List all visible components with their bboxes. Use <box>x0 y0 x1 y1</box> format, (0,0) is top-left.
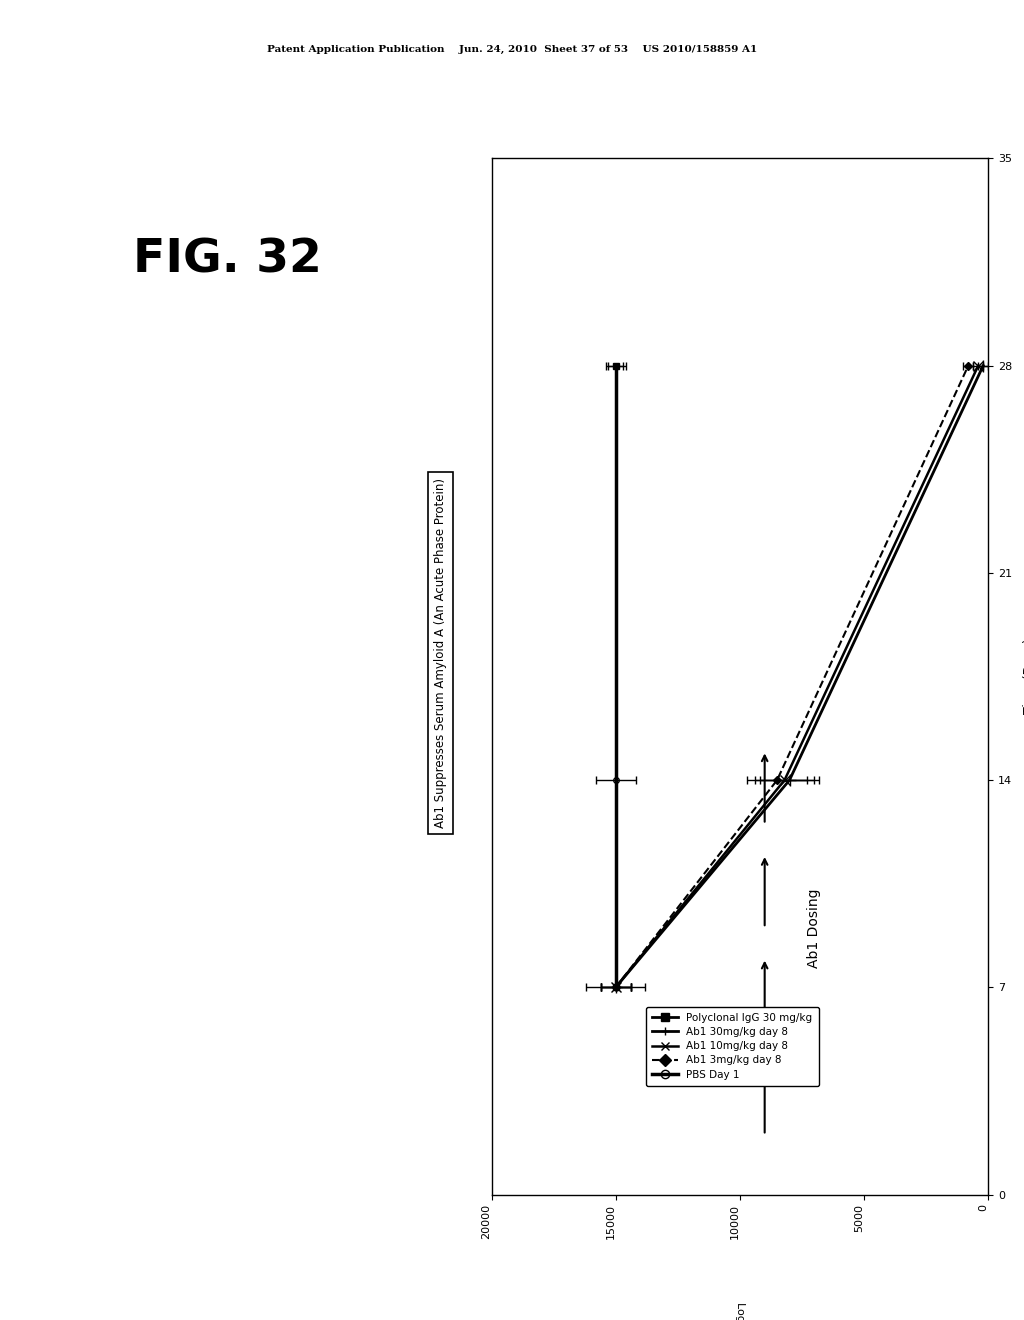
Line: PBS Day 1: PBS Day 1 <box>613 363 618 990</box>
Text: Ab1 Suppresses Serum Amyloid A (An Acute Phase Protein): Ab1 Suppresses Serum Amyloid A (An Acute… <box>434 478 446 829</box>
PBS Day 1 <box>609 772 622 788</box>
Ab1 10mg/kg day 8 <box>778 772 791 788</box>
Ab1 3mg/kg day 8 <box>771 772 783 788</box>
PBS Day 1 <box>609 358 622 374</box>
Ab1 30mg/kg day 8 <box>783 772 796 788</box>
Line: Polyclonal IgG 30 mg/kg: Polyclonal IgG 30 mg/kg <box>612 362 620 991</box>
Ab1 3mg/kg day 8 <box>963 358 975 374</box>
Polyclonal IgG 30 mg/kg <box>609 358 622 374</box>
Ab1 30mg/kg day 8 <box>609 979 622 995</box>
X-axis label: Log SAA plasma concentration (micrograms/ml): Log SAA plasma concentration (micrograms… <box>735 1302 744 1320</box>
Text: Patent Application Publication    Jun. 24, 2010  Sheet 37 of 53    US 2010/15885: Patent Application Publication Jun. 24, … <box>267 45 757 54</box>
Polyclonal IgG 30 mg/kg <box>609 979 622 995</box>
Ab1 3mg/kg day 8 <box>609 979 622 995</box>
Ab1 10mg/kg day 8 <box>972 358 984 374</box>
Line: Ab1 10mg/kg day 8: Ab1 10mg/kg day 8 <box>611 360 983 993</box>
Line: Ab1 3mg/kg day 8: Ab1 3mg/kg day 8 <box>613 363 971 990</box>
Line: Ab1 30mg/kg day 8: Ab1 30mg/kg day 8 <box>609 359 989 994</box>
Legend: Polyclonal IgG 30 mg/kg, Ab1 30mg/kg day 8, Ab1 10mg/kg day 8, Ab1 3mg/kg day 8,: Polyclonal IgG 30 mg/kg, Ab1 30mg/kg day… <box>646 1007 819 1086</box>
Text: Ab1 Dosing: Ab1 Dosing <box>807 888 821 968</box>
PBS Day 1 <box>609 979 622 995</box>
Text: FIG. 32: FIG. 32 <box>133 238 322 282</box>
Ab1 30mg/kg day 8 <box>977 358 989 374</box>
Ab1 10mg/kg day 8 <box>609 979 622 995</box>
